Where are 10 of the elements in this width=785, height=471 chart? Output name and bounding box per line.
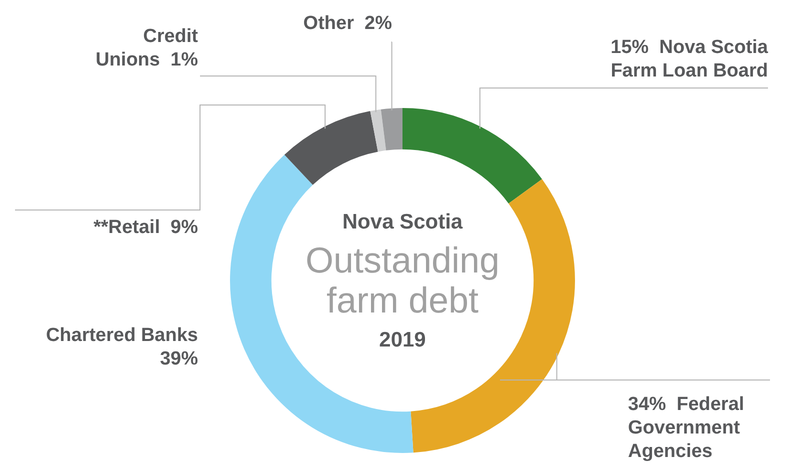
slice-label: **Retail 9% [93, 217, 198, 238]
text: Outstanding farm debt [305, 239, 500, 320]
text: 2019 [379, 328, 426, 352]
slice-label: 34% Federal Government Agencies [628, 394, 744, 462]
slice-label: 15% Nova Scotia Farm Loan Board [610, 37, 768, 82]
slice-label: Other 2% [303, 13, 392, 34]
text: Nova Scotia [342, 210, 463, 234]
slice-label: Credit Unions 1% [96, 26, 199, 71]
slice-label: Chartered Banks [46, 325, 198, 346]
data-label: 39% [160, 348, 198, 370]
